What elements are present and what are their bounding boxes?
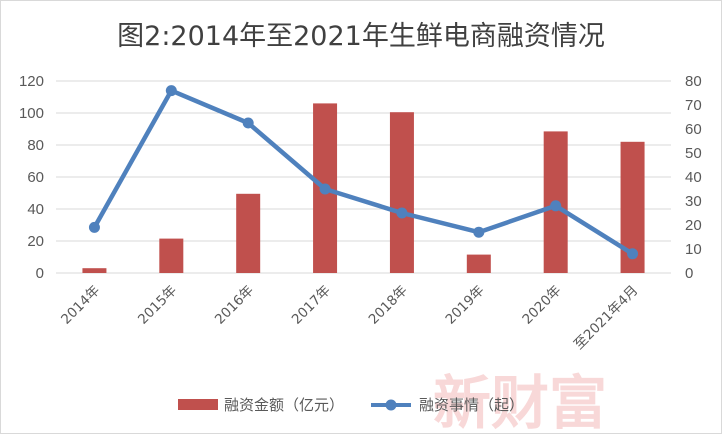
- x-tick-label: 2014年: [58, 283, 103, 328]
- x-axis-ticks: 2014年 2015年 2016年 2017年 2018年 2019年 2020年 至2021…: [58, 283, 641, 353]
- x-tick-label: 2019年: [442, 283, 487, 328]
- line-point: [319, 183, 331, 195]
- bar: [389, 112, 414, 273]
- right-tick-label: 10: [685, 241, 702, 258]
- left-tick-label: 60: [27, 169, 44, 186]
- right-tick-label: 70: [685, 97, 702, 114]
- x-tick-label: 2018年: [366, 283, 411, 328]
- left-tick-label: 120: [19, 73, 44, 90]
- right-tick-label: 20: [685, 217, 702, 234]
- right-tick-label: 80: [685, 73, 702, 90]
- right-tick-label: 0: [685, 265, 693, 282]
- left-axis-ticks: 0 20 40 60 80 100 120: [19, 73, 44, 282]
- bar: [236, 193, 261, 273]
- line-point: [88, 221, 100, 233]
- legend-line-label: 融资事情（起）: [419, 396, 524, 414]
- x-tick-label: 2015年: [135, 283, 180, 328]
- x-tick-label: 2020年: [519, 283, 564, 328]
- watermark: 新财富: [433, 369, 607, 433]
- right-tick-label: 30: [685, 193, 702, 210]
- line-point: [396, 207, 408, 219]
- left-tick-label: 100: [19, 105, 44, 122]
- legend-bar-swatch: [178, 399, 218, 410]
- left-tick-label: 40: [27, 201, 44, 218]
- line-point: [165, 85, 177, 97]
- gridlines: [56, 80, 671, 274]
- left-tick-label: 20: [27, 233, 44, 250]
- bar-series: [82, 103, 645, 274]
- chart-title: 图2:2014年至2021年生鲜电商融资情况: [117, 21, 605, 52]
- left-tick-label: 0: [36, 265, 44, 282]
- line-point: [242, 117, 254, 129]
- line-point: [550, 200, 562, 212]
- legend-bar-label: 融资金额（亿元）: [224, 396, 344, 414]
- bar: [466, 254, 491, 273]
- series-line: [92, 88, 634, 256]
- right-tick-label: 60: [685, 121, 702, 138]
- line-series: [88, 85, 639, 260]
- line-point: [473, 226, 485, 238]
- x-tick-label: 2017年: [289, 283, 334, 328]
- x-tick-label: 至2021年4月: [571, 283, 641, 353]
- right-axis-ticks: 0 10 20 30 40 50 60 70 80: [685, 73, 702, 282]
- bar: [159, 238, 184, 273]
- right-tick-label: 50: [685, 145, 702, 162]
- bar: [82, 268, 107, 273]
- right-tick-label: 40: [685, 169, 702, 186]
- legend-line-marker: [385, 399, 397, 411]
- line-point: [627, 248, 639, 260]
- left-tick-label: 80: [27, 137, 44, 154]
- x-tick-label: 2016年: [212, 283, 257, 328]
- legend: 融资金额（亿元） 融资事情（起）: [178, 396, 524, 414]
